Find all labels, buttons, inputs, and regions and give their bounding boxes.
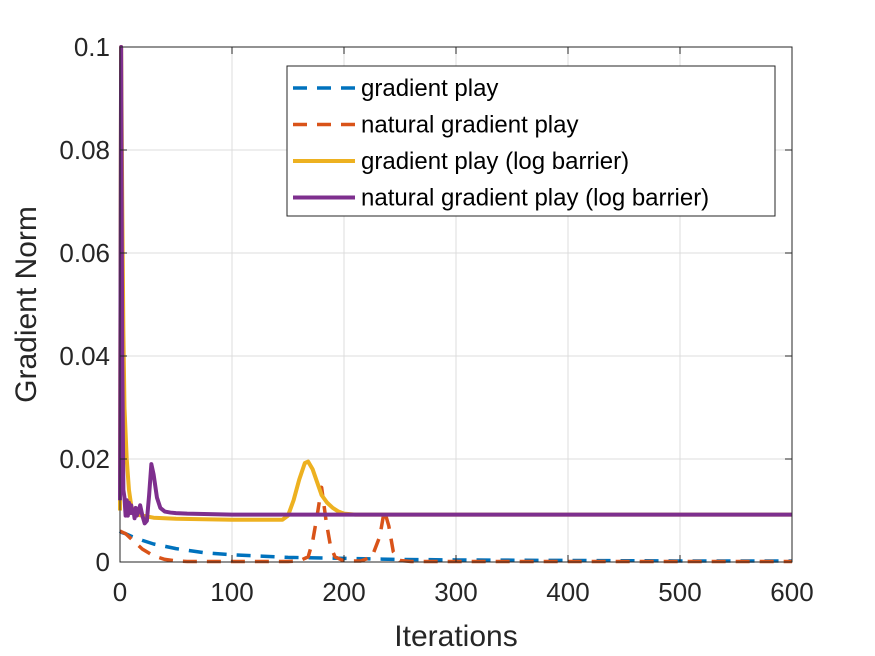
- x-tick-label: 500: [658, 577, 701, 607]
- y-tick-label: 0.06: [59, 238, 110, 268]
- x-tick-label: 200: [322, 577, 365, 607]
- x-tick-label: 600: [770, 577, 813, 607]
- axis-ticks: [119, 46, 793, 563]
- x-tick-label: 300: [434, 577, 477, 607]
- x-tick-label: 400: [546, 577, 589, 607]
- x-axis-label: Iterations: [394, 620, 517, 653]
- legend-label-2: gradient play (log barrier): [361, 148, 629, 175]
- series-line-3: [118, 45, 792, 526]
- y-tick-label: 0.1: [74, 32, 110, 62]
- y-tick-label: 0.02: [59, 444, 110, 474]
- series-line-1: [119, 485, 792, 564]
- x-tick-label: 0: [113, 577, 127, 607]
- y-tick-labels: 0 0.02 0.04 0.06 0.08 0.1: [59, 32, 110, 577]
- legend-label-1: natural gradient play: [361, 112, 578, 139]
- y-tick-label: 0.04: [59, 341, 110, 371]
- legend-items: gradient play natural gradient play gradie…: [293, 75, 709, 212]
- y-tick-label: 0.08: [59, 135, 110, 165]
- legend-label-0: gradient play: [361, 75, 498, 102]
- legend: gradient play natural gradient play gradie…: [286, 65, 776, 217]
- legend-label-3: natural gradient play (log barrier): [361, 185, 709, 212]
- legend-box: [286, 65, 776, 217]
- x-tick-labels: 0 100 200 300 400 500 600: [113, 577, 814, 607]
- y-axis-label: Gradient Norm: [10, 206, 43, 403]
- x-tick-label: 100: [210, 577, 253, 607]
- y-tick-label: 0: [96, 547, 110, 577]
- series-lines: [118, 45, 792, 564]
